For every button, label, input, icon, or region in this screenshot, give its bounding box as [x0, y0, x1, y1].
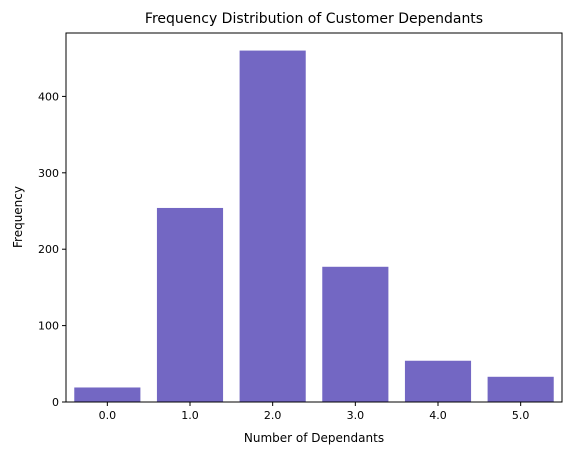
- x-tick-label: 1.0: [181, 409, 199, 422]
- axes-layer: [65, 32, 563, 403]
- bar-1.0: [156, 207, 224, 402]
- x-axis-label: Number of Dependants: [244, 431, 384, 445]
- bar-4.0: [404, 360, 472, 402]
- y-tick-label: 200: [38, 243, 59, 256]
- y-ticks: 0 100 200 300 400: [38, 90, 66, 409]
- y-axis-label: Frequency: [11, 186, 25, 248]
- bars-layer: [74, 50, 554, 402]
- chart-title: Frequency Distribution of Customer Depen…: [145, 11, 483, 27]
- x-tick-label: 0.0: [99, 409, 117, 422]
- plot-frame: [65, 32, 563, 403]
- x-tick-label: 4.0: [429, 409, 447, 422]
- y-tick-label: 300: [38, 167, 59, 180]
- y-tick-label: 100: [38, 320, 59, 333]
- x-tick-label: 2.0: [264, 409, 282, 422]
- x-ticks: 0.0 1.0 2.0 3.0 4.0 5.0: [99, 402, 530, 422]
- x-tick-label: 3.0: [347, 409, 365, 422]
- bar-3.0: [322, 266, 389, 402]
- y-tick-label: 0: [52, 396, 59, 409]
- bar-5.0: [487, 376, 554, 402]
- x-tick-label: 5.0: [512, 409, 530, 422]
- bar-2.0: [239, 50, 306, 402]
- bar-0.0: [74, 387, 141, 402]
- y-tick-label: 400: [38, 90, 59, 103]
